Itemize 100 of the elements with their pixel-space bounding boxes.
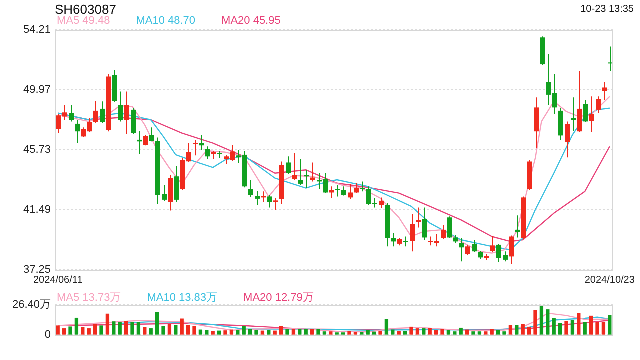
candlestick	[193, 140, 198, 156]
candlestick	[360, 182, 365, 192]
bar	[260, 330, 265, 335]
bar	[472, 332, 476, 335]
bar	[484, 332, 488, 335]
bar	[254, 330, 258, 335]
bar	[521, 324, 525, 335]
series-label: MA5 13.73万	[57, 291, 122, 305]
bar	[546, 310, 550, 335]
bar	[217, 330, 222, 335]
bar	[224, 330, 228, 335]
bar	[552, 318, 556, 335]
bar	[62, 328, 66, 335]
bar	[74, 318, 79, 335]
bar	[118, 322, 122, 335]
bar	[577, 313, 581, 335]
bar	[478, 332, 482, 335]
bar	[292, 329, 296, 335]
bar	[180, 318, 184, 335]
bar	[298, 329, 302, 335]
bar	[527, 326, 532, 335]
bar	[354, 332, 358, 335]
chart-title: SH603087	[55, 2, 116, 17]
bar	[602, 322, 606, 335]
bar	[100, 326, 104, 335]
bar	[459, 328, 463, 335]
bar	[286, 329, 290, 335]
bar	[490, 329, 494, 335]
bar	[273, 330, 277, 335]
bar	[608, 315, 612, 335]
bar	[93, 324, 98, 335]
bar	[329, 332, 333, 335]
bar	[198, 330, 203, 335]
bar	[372, 332, 376, 335]
x-tick-label: 2024/06/11	[33, 274, 84, 286]
bar	[384, 319, 389, 335]
bar	[508, 325, 513, 335]
candlestick	[217, 150, 222, 158]
chart-subtitle: 10-23 13:35	[580, 4, 634, 15]
bar	[453, 332, 457, 335]
bar	[397, 331, 401, 335]
bar	[236, 330, 240, 335]
y-tick-label: 41.49	[23, 204, 51, 216]
bar	[465, 330, 470, 335]
bar	[192, 326, 196, 335]
y-tick-label: 37.25	[23, 264, 51, 276]
bar	[534, 310, 538, 335]
bar	[440, 329, 444, 335]
bar	[428, 328, 432, 335]
bar	[446, 330, 451, 335]
x-tick-label: 2024/10/23	[584, 274, 636, 286]
bar	[81, 327, 85, 335]
bar	[434, 330, 438, 335]
bar	[248, 329, 252, 335]
y-tick-label: 26.40万	[12, 299, 51, 312]
bar	[589, 316, 594, 335]
bar	[322, 332, 327, 335]
bar	[174, 325, 178, 335]
bar	[112, 322, 116, 335]
bar	[596, 322, 600, 335]
bar	[570, 320, 575, 335]
y-tick-label: 45.73	[23, 144, 51, 156]
y-tick-label: 49.97	[23, 84, 51, 96]
bar	[366, 330, 370, 335]
bar	[124, 321, 128, 335]
bar	[68, 326, 72, 335]
bar	[410, 326, 414, 335]
bar	[56, 326, 60, 335]
bar	[149, 328, 153, 335]
text: MA5 49.48	[57, 15, 110, 27]
bar	[162, 326, 166, 335]
bar	[316, 329, 320, 335]
bar	[186, 325, 190, 335]
bar	[360, 332, 364, 335]
bar	[136, 322, 141, 335]
bar	[304, 329, 308, 335]
series-label: MA10 13.83万	[147, 291, 218, 305]
bar	[403, 331, 408, 335]
y-tick-label: 0	[44, 329, 51, 342]
candlestick	[304, 170, 309, 188]
bar	[279, 326, 284, 335]
bar	[378, 331, 382, 335]
text: MA10 48.70	[136, 15, 196, 27]
bar	[515, 325, 519, 335]
bar	[558, 323, 562, 335]
bar	[422, 328, 426, 335]
series-label: MA20 12.79万	[244, 291, 314, 305]
bar	[143, 327, 147, 335]
bar	[205, 330, 209, 335]
bar	[106, 314, 110, 335]
y-tick-label: 54.21	[23, 24, 51, 36]
bar	[348, 331, 352, 335]
bar	[87, 328, 91, 335]
bar	[540, 305, 544, 335]
bar	[583, 322, 587, 335]
bar	[416, 328, 420, 335]
bar	[564, 321, 568, 335]
bar	[168, 324, 172, 335]
bar	[502, 332, 506, 335]
bar	[391, 330, 395, 335]
